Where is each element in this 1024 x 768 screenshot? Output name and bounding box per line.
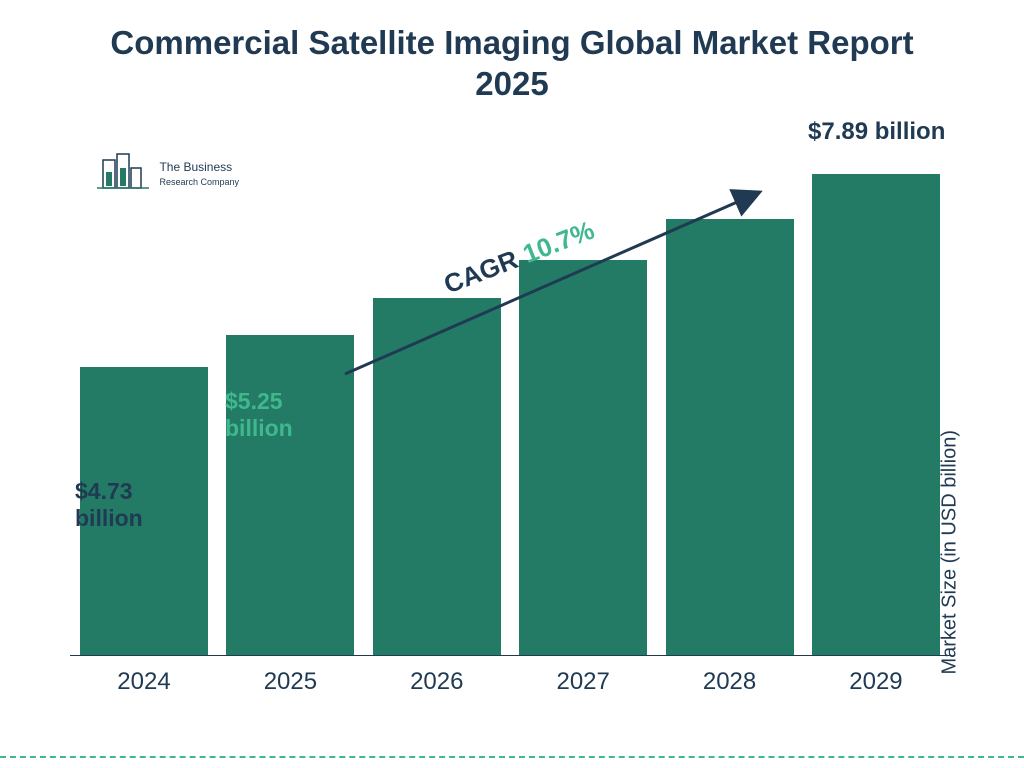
value-label-2024: $4.73billion	[75, 478, 143, 532]
chart-title: Commercial Satellite Imaging Global Mark…	[0, 22, 1024, 105]
x-axis-label: 2029	[812, 668, 940, 696]
x-axis-label: 2026	[373, 668, 501, 696]
bottom-divider	[0, 756, 1024, 758]
y-axis-label: Market Size (in USD billion)	[939, 430, 962, 675]
bar	[812, 174, 940, 655]
bar	[519, 260, 647, 655]
x-axis-labels: 2024 2025 2026 2027 2028 2029	[70, 668, 950, 696]
chart-area: 202420252026202720282029 Market Size (in…	[70, 140, 950, 700]
bar-wrap	[373, 298, 501, 655]
bar-wrap	[519, 260, 647, 655]
x-axis-label: 2027	[519, 668, 647, 696]
value-label-2025: $5.25billion	[225, 388, 293, 442]
x-axis-label: 2028	[666, 668, 794, 696]
value-label-2029: $7.89 billion	[808, 118, 945, 146]
bar	[226, 335, 354, 655]
bar-wrap	[666, 219, 794, 655]
bar-wrap	[812, 174, 940, 655]
bar	[666, 219, 794, 655]
bar-container	[70, 156, 950, 656]
bar-wrap	[226, 335, 354, 655]
x-axis-label: 2024	[80, 668, 208, 696]
x-axis-label: 2025	[226, 668, 354, 696]
bar	[373, 298, 501, 655]
